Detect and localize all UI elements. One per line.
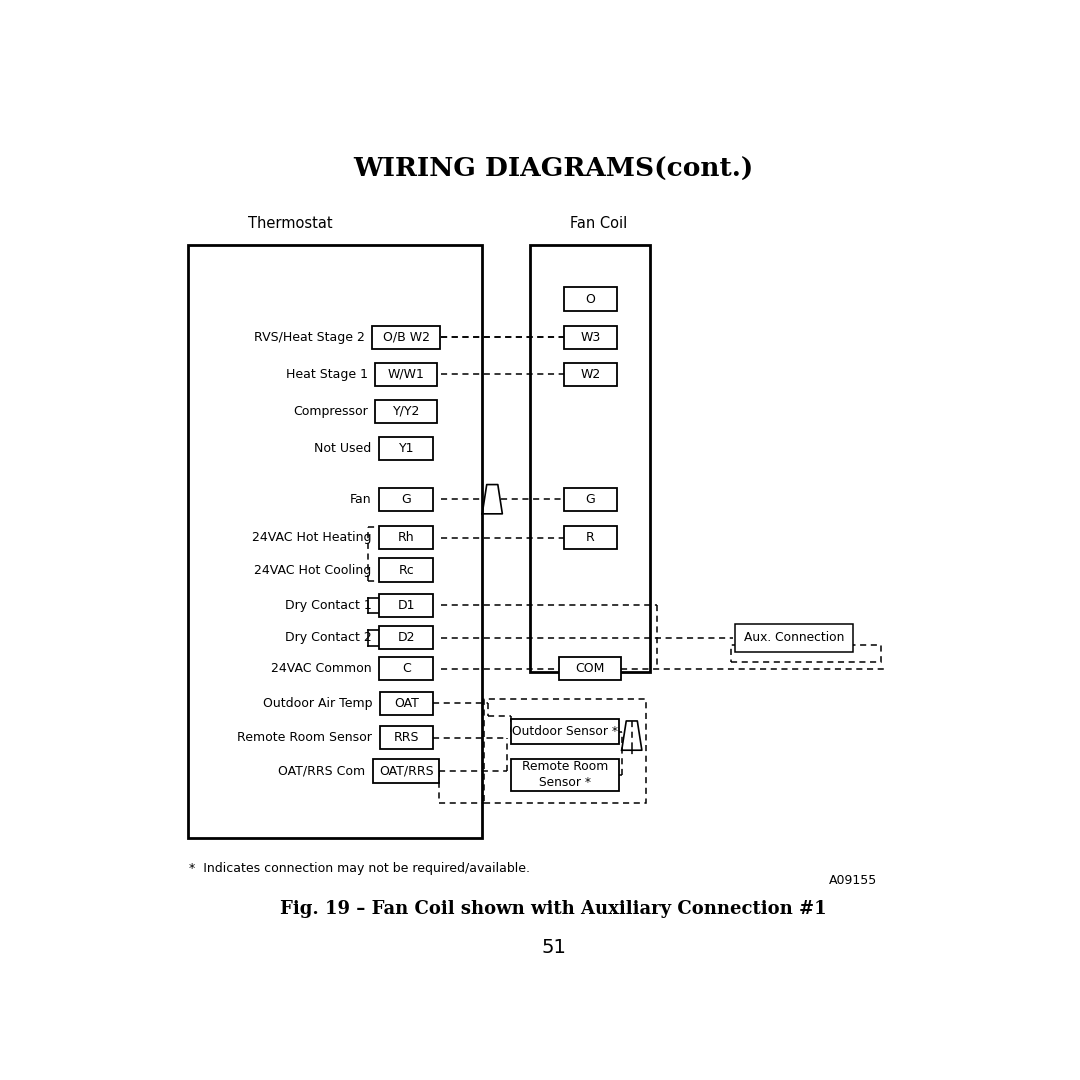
Text: Aux. Connection: Aux. Connection (743, 632, 843, 645)
Bar (380, 691, 433, 715)
Text: Remote Room
Sensor *: Remote Room Sensor * (522, 760, 608, 789)
Bar (731, 646, 881, 662)
Bar (564, 363, 617, 386)
Text: Rh: Rh (397, 531, 415, 544)
Text: Fan Coil: Fan Coil (570, 216, 627, 231)
Text: Fan: Fan (350, 492, 372, 505)
Text: D2: D2 (397, 632, 415, 645)
Text: W3: W3 (580, 330, 600, 345)
Bar (484, 700, 646, 802)
Text: Y1: Y1 (399, 442, 414, 455)
Text: Y/Y2: Y/Y2 (392, 405, 420, 418)
Bar (564, 287, 617, 311)
Bar (379, 526, 433, 550)
Text: G: G (402, 492, 411, 505)
Text: W2: W2 (580, 368, 600, 381)
Text: WIRING DIAGRAMS(cont.): WIRING DIAGRAMS(cont.) (353, 158, 754, 183)
Text: COM: COM (576, 662, 605, 675)
Bar (511, 719, 619, 744)
Bar (379, 594, 433, 617)
Bar (559, 657, 621, 680)
Bar (379, 626, 433, 649)
Text: Outdoor Air Temp: Outdoor Air Temp (262, 697, 373, 710)
Bar (511, 758, 619, 791)
Bar (734, 624, 852, 651)
Text: Dry Contact 2: Dry Contact 2 (285, 632, 372, 645)
Bar (375, 400, 437, 423)
Text: OAT/RRS: OAT/RRS (379, 765, 433, 778)
Text: RRS: RRS (393, 731, 419, 744)
Bar (379, 657, 433, 680)
Text: R: R (586, 531, 595, 544)
Text: G: G (585, 492, 595, 505)
Text: Heat Stage 1: Heat Stage 1 (285, 368, 367, 381)
Text: *  Indicates connection may not be required/available.: * Indicates connection may not be requir… (189, 862, 530, 875)
Bar (380, 727, 433, 750)
Bar (379, 488, 433, 511)
Text: D1: D1 (397, 599, 415, 612)
Bar (374, 759, 440, 783)
Bar (379, 558, 433, 582)
Bar (188, 245, 482, 838)
Text: C: C (402, 662, 410, 675)
Text: 24VAC Common: 24VAC Common (271, 662, 372, 675)
Text: Rc: Rc (399, 564, 414, 577)
Text: OAT: OAT (394, 697, 419, 710)
Bar (375, 363, 437, 386)
Text: O: O (585, 293, 595, 306)
Bar (564, 488, 617, 511)
Bar (379, 436, 433, 460)
Text: W/W1: W/W1 (388, 368, 424, 381)
Text: 24VAC Hot Cooling: 24VAC Hot Cooling (254, 564, 372, 577)
Text: Not Used: Not Used (314, 442, 372, 455)
Bar (530, 245, 650, 673)
Text: Compressor: Compressor (293, 405, 367, 418)
Text: Outdoor Sensor *: Outdoor Sensor * (512, 726, 618, 739)
Text: O/B W2: O/B W2 (382, 330, 430, 345)
Text: 51: 51 (541, 937, 566, 957)
Text: 24VAC Hot Heating: 24VAC Hot Heating (252, 531, 372, 544)
Text: Remote Room Sensor: Remote Room Sensor (238, 731, 373, 744)
Text: Dry Contact 1: Dry Contact 1 (285, 599, 372, 612)
Bar (564, 526, 617, 550)
Bar (564, 326, 617, 349)
Text: RVS/Heat Stage 2: RVS/Heat Stage 2 (254, 330, 364, 345)
Text: OAT/RRS Com: OAT/RRS Com (279, 765, 365, 778)
Text: Fig. 19 – Fan Coil shown with Auxiliary Connection #1: Fig. 19 – Fan Coil shown with Auxiliary … (280, 900, 827, 918)
Text: Thermostat: Thermostat (247, 216, 333, 231)
Bar (373, 326, 441, 349)
Text: A09155: A09155 (828, 874, 877, 887)
